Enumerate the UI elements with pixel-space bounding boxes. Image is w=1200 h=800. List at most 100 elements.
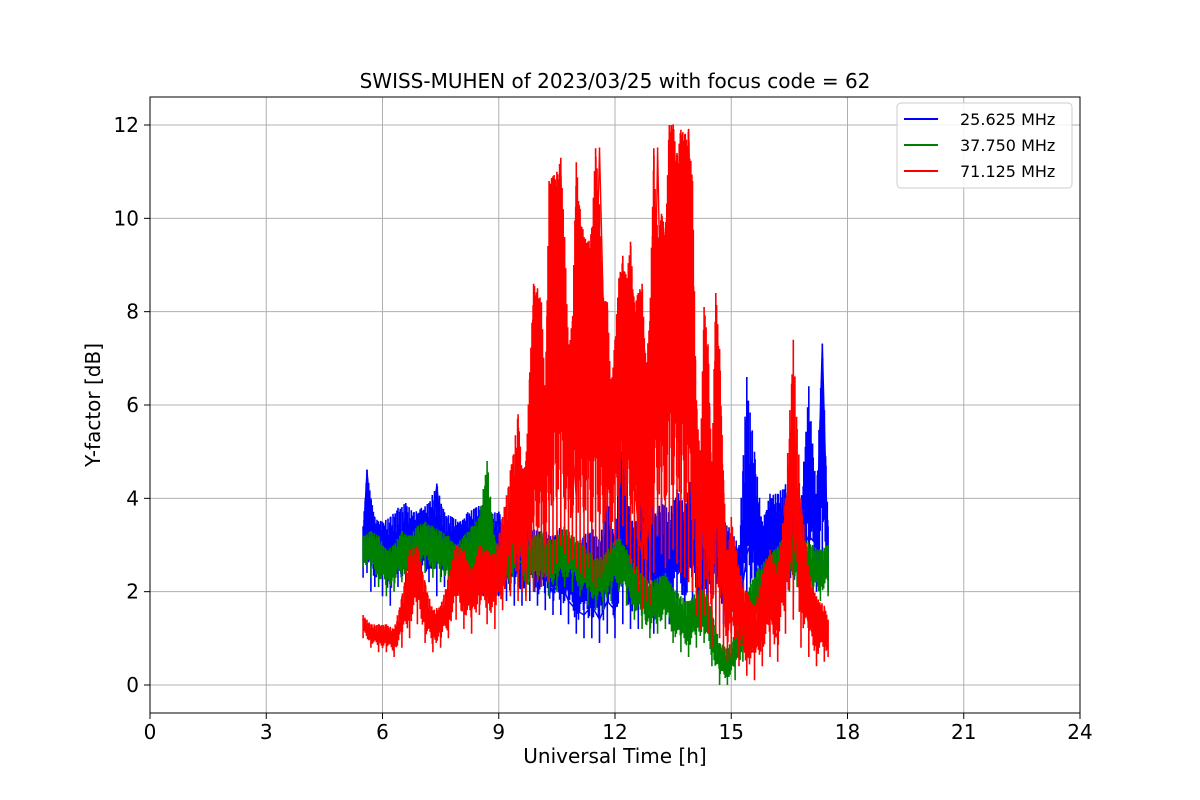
data-point xyxy=(552,590,554,593)
y-tick-label: 0 xyxy=(126,673,139,697)
data-point xyxy=(823,637,826,640)
data-point xyxy=(470,553,473,556)
data-point xyxy=(598,618,601,621)
data-point xyxy=(389,530,392,532)
data-point xyxy=(738,642,740,644)
y-tick-label: 12 xyxy=(114,113,139,137)
data-point xyxy=(726,628,729,630)
data-point xyxy=(718,665,721,668)
data-point xyxy=(815,642,818,644)
data-point xyxy=(567,600,570,602)
data-point xyxy=(362,618,364,621)
data-point xyxy=(815,544,818,546)
data-point xyxy=(594,334,597,336)
plot-area xyxy=(149,96,1081,714)
data-point xyxy=(734,656,736,658)
data-point xyxy=(393,642,395,644)
data-point xyxy=(676,334,678,336)
data-point xyxy=(521,488,523,490)
data-point xyxy=(575,609,578,612)
data-point xyxy=(641,553,643,556)
data-point xyxy=(567,404,570,406)
legend-label: 37.750 MHz xyxy=(960,136,1055,155)
y-axis: 0 2 4 6 8 10 12 xyxy=(114,113,150,697)
y-tick-label: 8 xyxy=(126,300,139,324)
data-point xyxy=(544,404,547,406)
data-point xyxy=(598,147,601,150)
data-point xyxy=(563,357,566,360)
data-point xyxy=(447,614,450,616)
data-point xyxy=(807,534,810,537)
data-point xyxy=(362,548,364,551)
data-point xyxy=(370,553,372,556)
data-point xyxy=(385,576,388,579)
data-point xyxy=(401,553,403,556)
data-point xyxy=(718,544,721,546)
data-point xyxy=(769,614,771,616)
data-point xyxy=(753,651,756,654)
y-axis-label: Y-factor [dB] xyxy=(81,343,105,468)
data-point xyxy=(726,670,729,672)
data-point xyxy=(583,427,585,430)
data-point xyxy=(707,520,709,523)
data-point xyxy=(680,623,682,626)
data-point xyxy=(552,217,554,220)
series-envelope xyxy=(362,125,829,681)
data-point xyxy=(687,628,690,630)
data-point xyxy=(652,404,655,406)
data-point xyxy=(470,604,473,607)
x-tick-label: 18 xyxy=(835,720,860,744)
data-point xyxy=(664,600,667,602)
data-point xyxy=(587,287,589,290)
data-point xyxy=(621,264,624,266)
data-point xyxy=(800,590,802,593)
data-point xyxy=(439,553,442,556)
data-point xyxy=(532,497,535,500)
data-point xyxy=(494,600,496,602)
chart-title: SWISS-MUHEN of 2023/03/25 with focus cod… xyxy=(360,69,871,93)
data-point xyxy=(821,343,824,346)
data-point xyxy=(711,581,713,584)
data-point xyxy=(745,646,748,649)
data-point xyxy=(703,427,705,430)
data-point xyxy=(827,628,829,630)
data-point xyxy=(633,474,636,476)
data-point xyxy=(629,427,632,430)
data-point xyxy=(649,544,651,546)
data-point xyxy=(575,497,578,500)
data-point xyxy=(540,441,543,444)
data-point xyxy=(416,586,419,588)
data-point xyxy=(556,380,558,383)
x-tick-label: 9 xyxy=(492,720,505,744)
series-layer xyxy=(362,124,829,685)
y-tick-label: 6 xyxy=(126,393,139,417)
data-point xyxy=(819,576,822,579)
data-point xyxy=(401,623,403,626)
y-tick-label: 10 xyxy=(114,206,139,230)
data-point xyxy=(761,628,764,630)
data-point xyxy=(668,217,671,220)
data-point xyxy=(435,483,438,486)
data-point xyxy=(590,604,593,607)
data-point xyxy=(695,618,698,621)
legend: 25.625 MHz 37.750 MHz 71.125 MHz xyxy=(896,102,1073,189)
y-tick-label: 4 xyxy=(126,486,139,510)
data-point xyxy=(610,572,612,574)
data-point xyxy=(466,525,469,528)
data-point xyxy=(687,128,690,131)
data-point xyxy=(610,427,612,430)
data-point xyxy=(637,530,640,532)
data-point xyxy=(548,483,550,486)
data-point xyxy=(571,441,574,444)
data-point xyxy=(517,539,519,542)
data-point xyxy=(408,609,411,612)
data-point xyxy=(618,562,620,565)
data-point xyxy=(370,520,372,523)
data-point xyxy=(730,614,733,616)
data-point xyxy=(432,632,434,635)
data-point xyxy=(769,525,771,528)
data-point xyxy=(536,306,539,308)
data-point xyxy=(784,534,787,537)
x-tick-label: 6 xyxy=(376,720,389,744)
